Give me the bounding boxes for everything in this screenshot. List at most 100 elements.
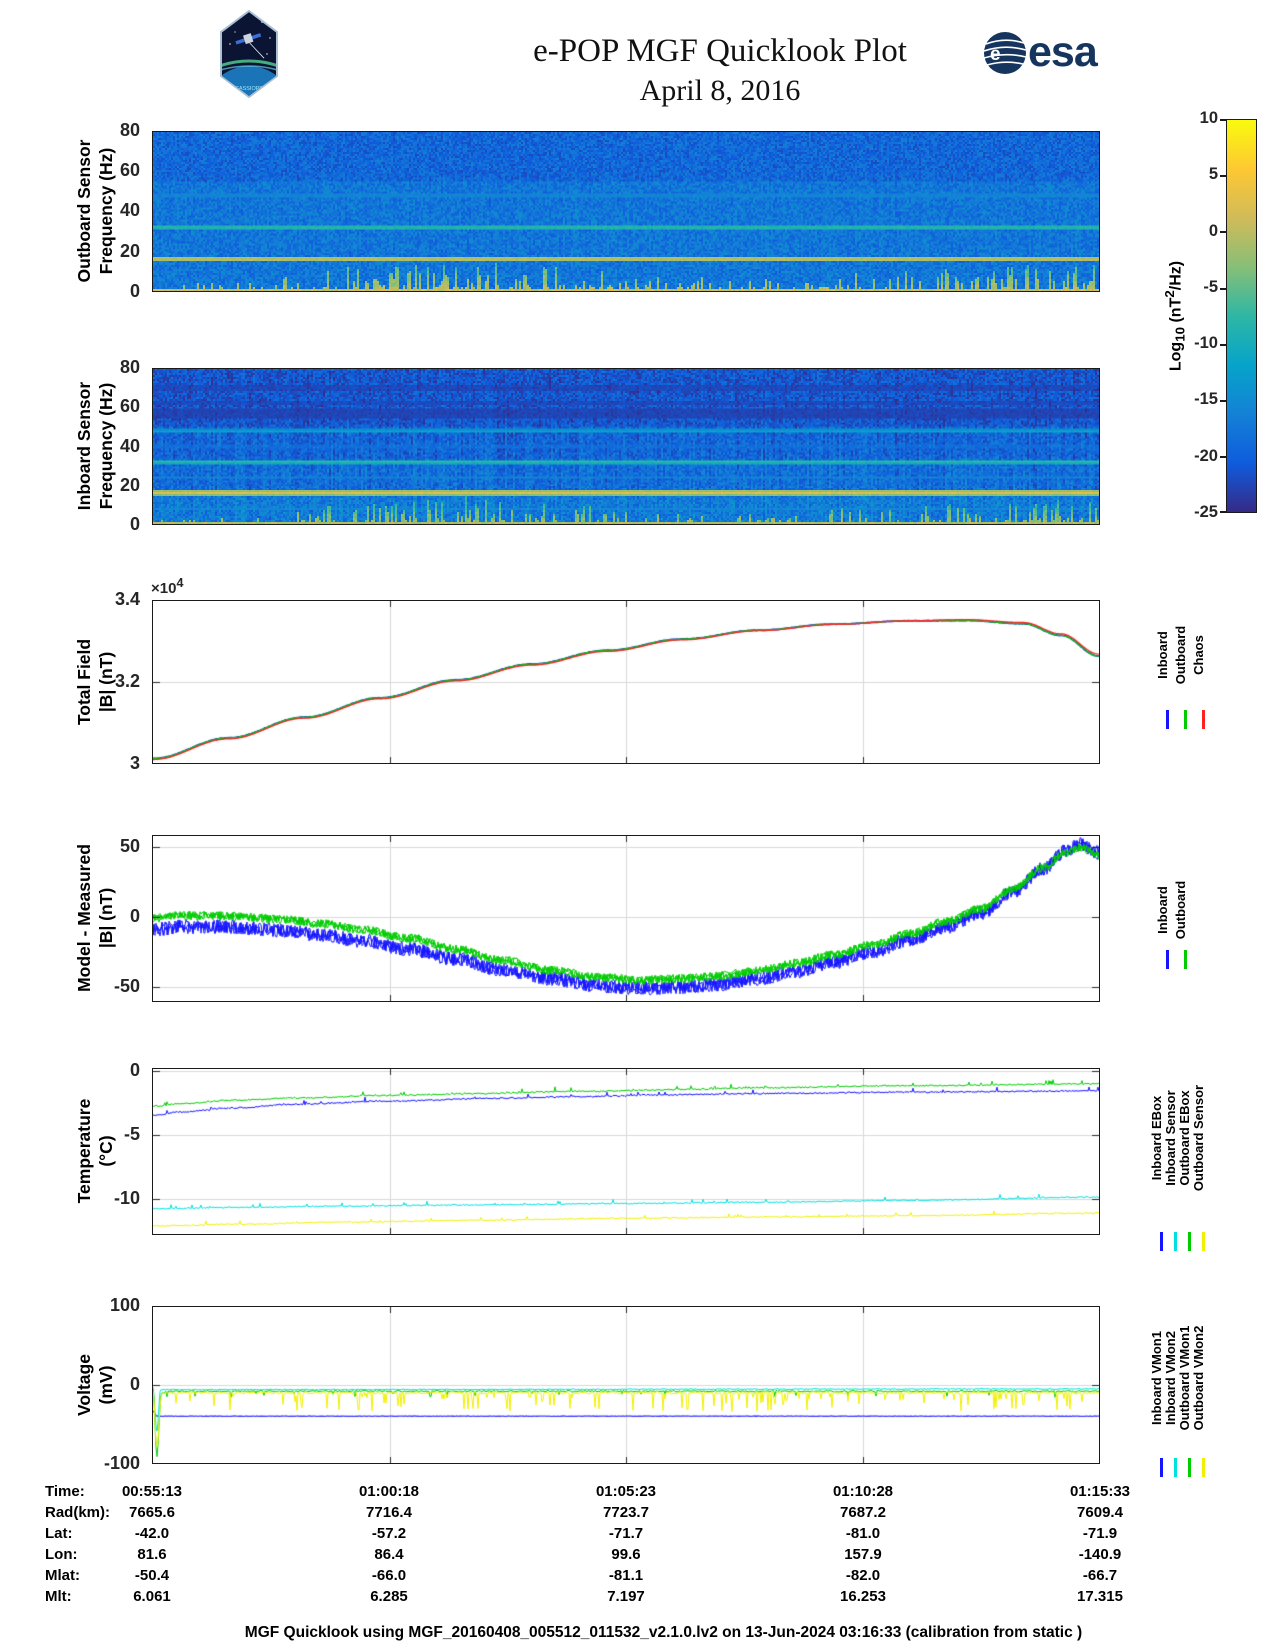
y-tick-label: -100	[103, 1453, 140, 1473]
y-tick-label: -50	[113, 976, 140, 996]
esa-logo: e esa	[982, 28, 1098, 77]
legend-swatch	[1174, 1458, 1177, 1477]
colorbar-tick-label: 10	[1199, 109, 1218, 127]
y-tick-label: -10	[113, 1188, 140, 1208]
y-tick-label: 100	[109, 1295, 140, 1315]
legend-swatch	[1166, 950, 1169, 969]
panel-model-measured	[152, 835, 1100, 1002]
table-cell: -50.4	[134, 1567, 170, 1584]
colorbar-tick-label: -5	[1203, 278, 1218, 296]
table-cell: 01:00:18	[358, 1483, 420, 1500]
legend-swatch	[1184, 710, 1187, 729]
table-cell: 157.9	[844, 1546, 882, 1563]
svg-text:e: e	[990, 44, 1001, 65]
table-cell: 86.4	[374, 1546, 404, 1563]
page-title: e-POP MGF Quicklook Plot	[533, 33, 907, 69]
colorbar-label: Log10 (nT2/Hz)	[1162, 260, 1188, 372]
y-tick-label: 50	[119, 836, 140, 856]
table-cell: 17.315	[1077, 1588, 1123, 1605]
y-tick-label: 80	[119, 357, 140, 377]
legend-swatch	[1202, 710, 1205, 729]
footer-note: MGF Quicklook using MGF_20160408_005512_…	[244, 1624, 1083, 1641]
legend-swatch	[1184, 950, 1187, 969]
y-tick-label: 0	[129, 1060, 140, 1080]
legend-swatch	[1174, 1232, 1177, 1251]
y-tick-label: 60	[119, 160, 140, 180]
table-cell: 81.6	[137, 1546, 167, 1563]
colorbar	[1226, 119, 1257, 513]
table-cell: -82.0	[845, 1567, 881, 1584]
table-cell: 6.061	[133, 1588, 171, 1605]
colorbar-tick-label: -15	[1194, 390, 1218, 408]
logo-aurora	[222, 59, 276, 70]
table-cell: -42.0	[134, 1525, 170, 1542]
panel-total-field	[152, 600, 1100, 764]
y-tick-label: 20	[119, 241, 140, 261]
table-cell: 7687.2	[840, 1504, 886, 1521]
y-tick-label: 80	[119, 120, 140, 140]
table-cell: 00:55:13	[121, 1483, 183, 1500]
panel-inboard-spectrogram	[152, 368, 1100, 525]
model-measured-canvas	[153, 836, 1099, 1001]
table-row-label: Rad(km):	[45, 1504, 111, 1521]
y-tick-label: 40	[119, 436, 140, 456]
table-cell: 7.197	[607, 1588, 645, 1605]
table-row-label: Time:	[45, 1483, 85, 1500]
page-date: April 8, 2016	[639, 74, 801, 107]
table-row-label: Mlat:	[45, 1567, 80, 1584]
table-cell: -81.0	[845, 1525, 881, 1542]
logo-satellite	[235, 33, 265, 59]
table-cell: -71.9	[1082, 1525, 1118, 1542]
y-tick-label: 20	[119, 475, 140, 495]
y-tick-label: 40	[119, 200, 140, 220]
temperature-canvas	[153, 1069, 1099, 1234]
legend-label: Outboard Sensor	[1191, 1084, 1206, 1192]
table-cell: 01:10:28	[832, 1483, 894, 1500]
esa-logo-text: esa	[1028, 28, 1098, 76]
y-tick-label: 0	[129, 281, 140, 301]
cassiope-mission-logo: CASSIOPE	[220, 10, 278, 98]
table-cell: 16.253	[840, 1588, 886, 1605]
y-tick-label: 0	[129, 1374, 140, 1394]
total-field-canvas	[153, 601, 1099, 763]
table-cell: -66.7	[1082, 1567, 1118, 1584]
legend-swatch	[1188, 1458, 1191, 1477]
logo-mission-name: CASSIOPE	[235, 86, 263, 92]
table-cell: -66.0	[371, 1567, 407, 1584]
panel-outboard-spectrogram	[152, 131, 1100, 292]
y-tick-label: -5	[123, 1124, 140, 1144]
panel-temperature	[152, 1068, 1100, 1235]
table-cell: 7609.4	[1077, 1504, 1123, 1521]
colorbar-tick-label: 5	[1208, 165, 1218, 183]
legend-swatch	[1202, 1458, 1205, 1477]
inboard-spectrogram-canvas	[153, 369, 1099, 524]
colorbar-tick-label: 0	[1208, 222, 1218, 240]
colorbar-tick-label: -10	[1194, 334, 1218, 352]
table-cell: -81.1	[608, 1567, 644, 1584]
legend-swatch	[1166, 710, 1169, 729]
colorbar-tick-label: -20	[1194, 447, 1218, 465]
y-tick-label: 3.4	[114, 589, 140, 609]
y-tick-label: 0	[129, 514, 140, 534]
y-tick-label: 60	[119, 396, 140, 416]
table-cell: -140.9	[1078, 1546, 1122, 1563]
table-row-label: Lat:	[45, 1525, 73, 1542]
table-cell: 01:15:33	[1069, 1483, 1131, 1500]
panel-voltage	[152, 1306, 1100, 1464]
y-tick-label: 3.2	[114, 671, 140, 691]
table-cell: -71.7	[608, 1525, 644, 1542]
table-cell: 6.285	[370, 1588, 408, 1605]
table-row-label: Lon:	[45, 1546, 78, 1563]
table-cell: -57.2	[371, 1525, 407, 1542]
table-cell: 7665.6	[129, 1504, 175, 1521]
y-tick-label: 3	[129, 753, 140, 773]
legend-swatch	[1160, 1458, 1163, 1477]
y-tick-label: 0	[129, 906, 140, 926]
axis-exponent-label: ×104	[151, 576, 184, 597]
legend-swatch	[1202, 1232, 1205, 1251]
legend-swatch	[1188, 1232, 1191, 1251]
voltage-canvas	[153, 1307, 1099, 1463]
table-cell: 7723.7	[603, 1504, 649, 1521]
legend-swatch	[1160, 1232, 1163, 1251]
